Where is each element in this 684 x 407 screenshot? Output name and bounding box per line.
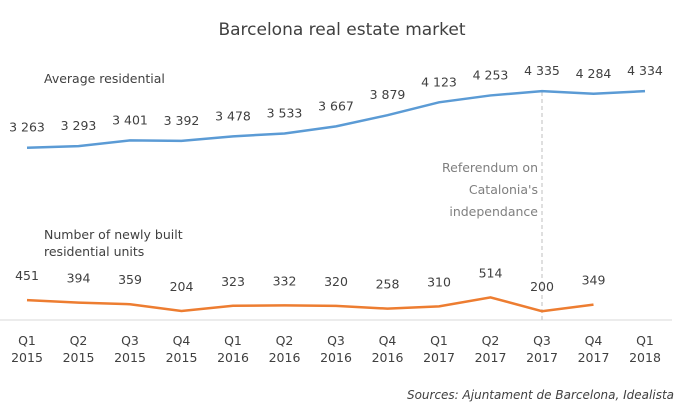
x-tick-label: Q2 2015 (62, 333, 95, 365)
data-label: 323 (221, 274, 245, 289)
data-label: 320 (324, 274, 348, 289)
data-label: 204 (170, 279, 194, 294)
x-tick-label: Q3 2015 (114, 333, 146, 365)
data-label: 3 533 (267, 105, 303, 120)
data-label: 514 (479, 265, 503, 280)
x-tick-label: Q4 2017 (577, 333, 610, 365)
series-line (26, 89, 646, 149)
x-tick-label: Q2 2016 (268, 333, 301, 365)
data-label: 3 293 (61, 118, 97, 133)
series-label: Average residential (44, 71, 165, 86)
x-tick-label: Q4 2015 (165, 333, 198, 365)
data-label: 4 123 (421, 74, 457, 89)
data-label: 258 (376, 277, 400, 292)
series-label: Number of newly built residential units (44, 227, 183, 259)
x-tick-label: Q1 2017 (423, 333, 455, 365)
data-label: 349 (582, 273, 606, 288)
data-label: 3 392 (164, 113, 200, 128)
data-label: 332 (273, 273, 297, 288)
annotation: Referendum on Catalonia's independance (442, 160, 538, 219)
data-label: 310 (427, 274, 451, 289)
data-label: 4 335 (524, 63, 560, 78)
x-tick-label: Q1 2018 (629, 333, 661, 365)
data-label: 3 879 (370, 87, 406, 102)
x-tick-label: Q2 2017 (474, 333, 507, 365)
data-label: 4 253 (473, 67, 509, 82)
source: Sources: Ajuntament de Barcelona, Ideali… (406, 388, 674, 402)
x-tick-label: Q4 2016 (371, 333, 404, 365)
data-label: 394 (67, 271, 91, 286)
data-label: 4 334 (627, 63, 663, 78)
data-label: 200 (530, 279, 554, 294)
data-label: 359 (118, 272, 142, 287)
x-tick-label: Q1 2016 (217, 333, 249, 365)
data-label: 451 (15, 268, 39, 283)
data-label: 3 401 (112, 112, 148, 127)
data-label: 3 478 (215, 108, 251, 123)
series-line (26, 296, 594, 313)
chart-title: Barcelona real estate market (218, 20, 466, 40)
x-tick-label: Q1 2015 (11, 333, 43, 365)
data-label: 3 263 (9, 120, 45, 135)
data-label: 3 667 (318, 98, 354, 113)
x-tick-label: Q3 2016 (320, 333, 352, 365)
data-label: 4 284 (576, 66, 612, 81)
x-tick-label: Q3 2017 (526, 333, 558, 365)
